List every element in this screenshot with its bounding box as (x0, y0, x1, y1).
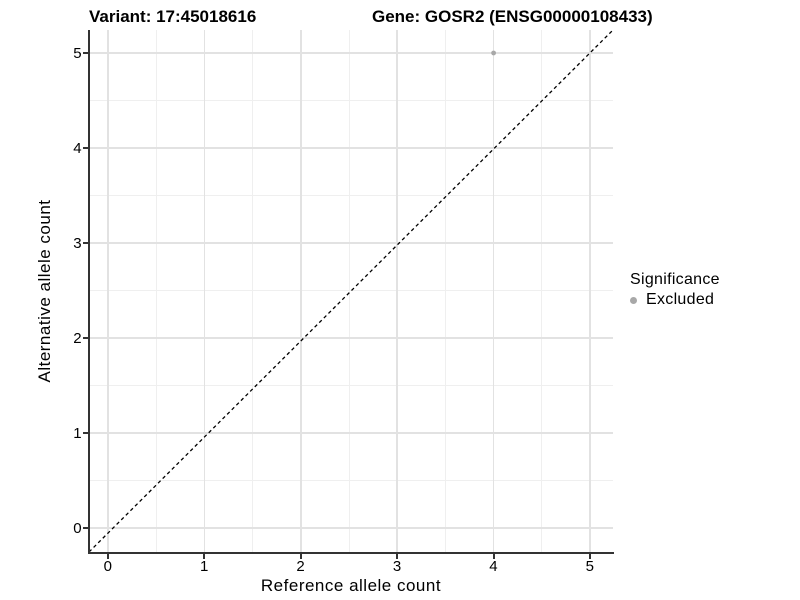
data-point (491, 50, 496, 56)
minor-gridline-x (252, 30, 254, 552)
legend-item-label: Excluded (646, 291, 715, 308)
major-gridline-y (89, 52, 613, 54)
legend-items: Excluded (628, 291, 720, 309)
minor-gridline-x (541, 30, 543, 552)
minor-gridline-y (89, 195, 613, 196)
major-gridline-y (89, 147, 613, 149)
x-tick-mark (299, 554, 302, 559)
y-axis-title: Alternative allele count (35, 199, 54, 383)
identity-line (89, 30, 613, 552)
y-tick-label: 1 (73, 424, 82, 442)
y-axis-line (88, 30, 90, 554)
x-tick-mark (203, 554, 206, 559)
minor-gridline-y (89, 385, 613, 386)
x-tick-label: 3 (392, 558, 402, 575)
x-tick-mark (396, 554, 399, 559)
x-tick-label: 5 (585, 558, 595, 575)
legend-key-dot (630, 296, 637, 304)
x-tick-mark (589, 554, 591, 559)
minor-gridline-y (89, 100, 613, 101)
x-axis-line (88, 552, 614, 554)
major-gridline-x (203, 30, 206, 552)
y-tick-mark (83, 52, 88, 54)
y-tick-label: 4 (73, 139, 82, 157)
y-tick-mark (83, 432, 88, 434)
minor-gridline-x (348, 30, 350, 552)
x-tick-label: 0 (103, 558, 113, 575)
major-gridline-x (492, 30, 495, 552)
y-tick-label: 5 (73, 44, 82, 62)
x-tick-mark (492, 554, 495, 559)
y-tick-label: 0 (73, 519, 82, 537)
legend: Significance Excluded (628, 271, 720, 309)
x-tick-label: 1 (200, 558, 209, 575)
legend-title: Significance (630, 271, 720, 288)
x-tick-mark (107, 554, 109, 559)
major-gridline-x (589, 30, 591, 552)
plot-title-variant: Variant: 17:45018616 (89, 7, 257, 26)
major-gridline-x (396, 30, 398, 552)
major-gridline-y (89, 337, 613, 339)
minor-gridline-y (89, 480, 613, 481)
y-tick-mark (83, 147, 88, 149)
minor-gridline-y (89, 290, 613, 291)
major-gridline-x (107, 30, 109, 552)
minor-gridline-x (155, 30, 157, 552)
y-tick-mark (83, 527, 88, 529)
plot-title-gene: Gene: GOSR2 (ENSG00000108433) (372, 7, 653, 26)
minor-gridline-x (444, 30, 446, 552)
major-gridline-y (89, 432, 613, 434)
plot-panel (89, 30, 613, 552)
major-gridline-x (300, 30, 302, 552)
y-tick-mark (83, 337, 88, 339)
legend-item: Excluded (628, 291, 720, 309)
major-gridline-y (89, 242, 613, 244)
x-tick-label: 4 (489, 558, 498, 575)
y-tick-mark (83, 242, 88, 244)
x-axis-title: Reference allele count (260, 576, 442, 595)
y-tick-label: 2 (73, 329, 82, 347)
x-tick-label: 2 (296, 558, 306, 575)
major-gridline-y (89, 527, 613, 529)
y-tick-label: 3 (73, 234, 82, 252)
plot-layer (89, 30, 613, 552)
